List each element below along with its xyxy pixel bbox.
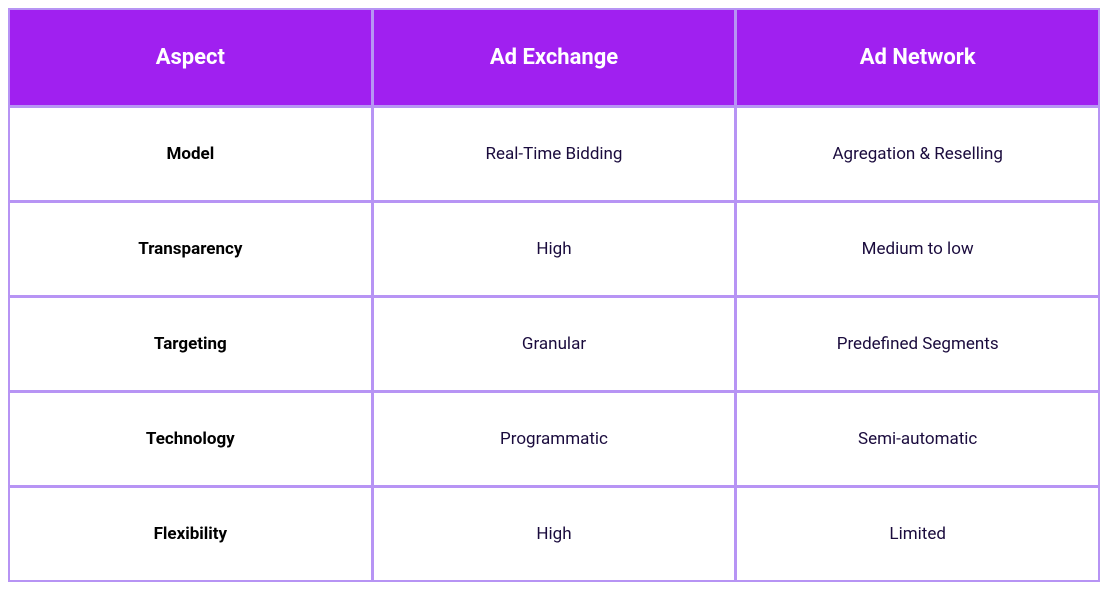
col-header-aspect: Aspect [10, 10, 371, 105]
cell-exchange: Granular [371, 295, 735, 390]
cell-exchange: Programmatic [371, 390, 735, 485]
row-label: Targeting [10, 295, 371, 390]
table-row: Model Real-Time Bidding Agregation & Res… [10, 105, 1098, 200]
row-label: Transparency [10, 200, 371, 295]
table-row: Technology Programmatic Semi-automatic [10, 390, 1098, 485]
cell-network: Medium to low [734, 200, 1098, 295]
col-header-exchange: Ad Exchange [371, 10, 735, 105]
cell-network: Limited [734, 485, 1098, 580]
cell-network: Predefined Segments [734, 295, 1098, 390]
cell-exchange: Real-Time Bidding [371, 105, 735, 200]
cell-network: Agregation & Reselling [734, 105, 1098, 200]
row-label: Model [10, 105, 371, 200]
cell-exchange: High [371, 200, 735, 295]
table-row: Targeting Granular Predefined Segments [10, 295, 1098, 390]
table-header-row: Aspect Ad Exchange Ad Network [10, 10, 1098, 105]
row-label: Technology [10, 390, 371, 485]
col-header-network: Ad Network [734, 10, 1098, 105]
table-row: Transparency High Medium to low [10, 200, 1098, 295]
row-label: Flexibility [10, 485, 371, 580]
cell-exchange: High [371, 485, 735, 580]
comparison-table: Aspect Ad Exchange Ad Network Model Real… [8, 8, 1100, 582]
cell-network: Semi-automatic [734, 390, 1098, 485]
table-row: Flexibility High Limited [10, 485, 1098, 580]
